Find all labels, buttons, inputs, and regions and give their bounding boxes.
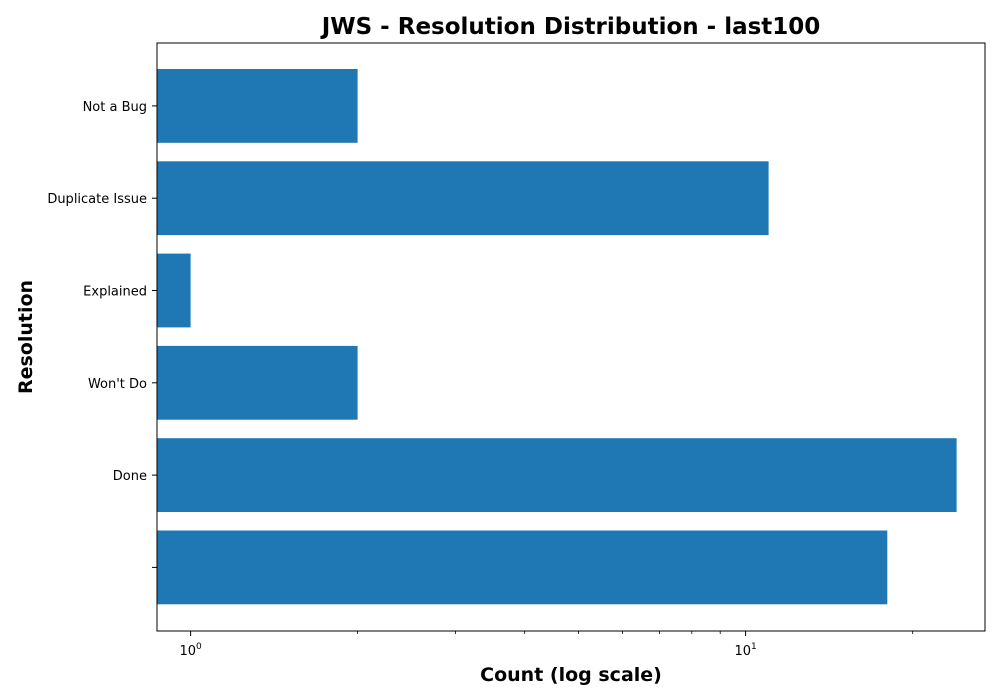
x-tick-label: 101 — [734, 642, 756, 659]
x-tick-label: 100 — [179, 642, 202, 659]
chart-title: JWS - Resolution Distribution - last100 — [320, 14, 821, 40]
y-tick-label: Won't Do — [88, 377, 147, 392]
bar-unlabeled — [157, 530, 888, 605]
bar-not-a-bug — [157, 69, 358, 143]
y-axis-ticks: Not a Bug Duplicate Issue Explained Won't D… — [47, 100, 157, 568]
bar-duplicate-issue — [157, 161, 769, 236]
bar-won-t-do — [157, 345, 358, 420]
y-tick-label: Done — [113, 469, 147, 484]
y-tick-label: Not a Bug — [83, 100, 147, 115]
y-axis-label: Resolution — [15, 280, 37, 394]
x-axis-label: Count (log scale) — [480, 664, 662, 686]
bars-group — [157, 69, 957, 605]
y-tick-label: Duplicate Issue — [47, 192, 147, 207]
y-tick-label: Explained — [83, 285, 147, 300]
plot-frame — [156, 42, 986, 632]
bar-explained — [157, 253, 191, 328]
bar-done — [157, 438, 957, 512]
x-axis-ticks: 100 101 — [179, 631, 914, 659]
